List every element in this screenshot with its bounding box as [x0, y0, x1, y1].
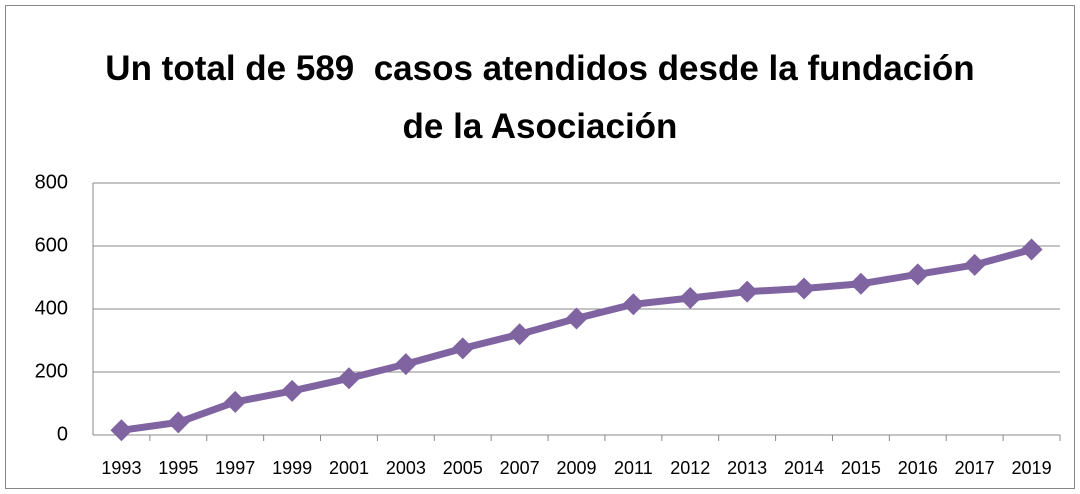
- data-point: [793, 277, 816, 300]
- x-tick-label: 2019: [1012, 458, 1052, 478]
- chart-title: Un total de 589 casos atendidos desde la…: [105, 49, 985, 146]
- x-tick-label: 2001: [329, 458, 369, 478]
- data-point: [508, 323, 531, 346]
- data-point: [565, 307, 588, 330]
- x-tick-label: 1995: [158, 458, 198, 478]
- y-tick-label: 600: [35, 234, 68, 256]
- data-point: [337, 367, 360, 390]
- x-tick-label: 2017: [955, 458, 995, 478]
- x-tick-label: 2009: [556, 458, 596, 478]
- x-tick-label: 1993: [101, 458, 141, 478]
- x-tick-label: 2015: [841, 458, 881, 478]
- data-point: [451, 337, 474, 360]
- x-tick-label: 2012: [670, 458, 710, 478]
- y-tick-label: 800: [35, 171, 68, 193]
- y-tick-label: 400: [35, 297, 68, 319]
- x-tick-label: 2013: [727, 458, 767, 478]
- x-tick-label: 2007: [500, 458, 540, 478]
- chart-border: [5, 5, 1075, 489]
- data-point: [849, 272, 872, 295]
- data-point: [963, 253, 986, 276]
- x-tick-label: 1999: [272, 458, 312, 478]
- data-point: [167, 411, 190, 434]
- data-point: [736, 280, 759, 303]
- data-point: [281, 379, 304, 402]
- y-tick-label: 200: [35, 360, 68, 382]
- data-point: [622, 293, 645, 316]
- y-tick-label: 0: [57, 423, 68, 445]
- x-tick-label: 1997: [215, 458, 255, 478]
- x-tick-label: 2005: [443, 458, 483, 478]
- x-tick-label: 2016: [898, 458, 938, 478]
- data-point: [1020, 238, 1043, 261]
- x-tick-label: 2011: [614, 458, 653, 478]
- x-tick-label: 2003: [386, 458, 426, 478]
- data-point: [394, 353, 417, 376]
- data-point: [679, 286, 702, 309]
- data-point: [224, 390, 247, 413]
- data-point: [110, 419, 133, 442]
- x-tick-label: 2014: [784, 458, 824, 478]
- data-point: [906, 263, 929, 286]
